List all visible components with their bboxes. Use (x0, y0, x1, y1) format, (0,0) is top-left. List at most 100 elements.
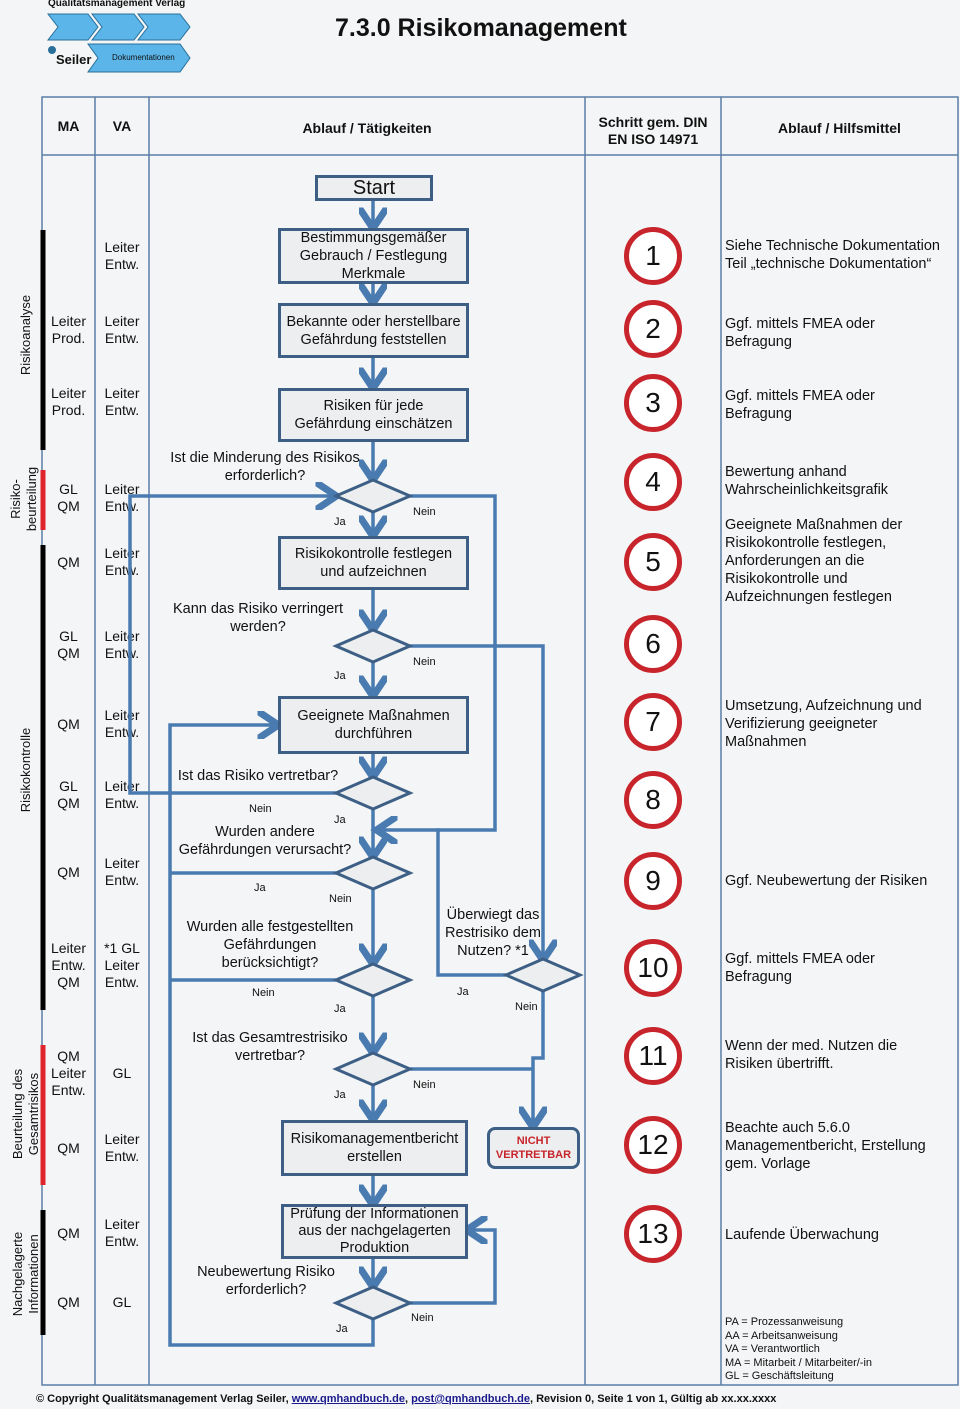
logo-brand: Seiler (56, 52, 92, 67)
yes-label: Ja (336, 1323, 348, 1335)
yes-label: Ja (334, 814, 346, 826)
decision-diamond (332, 855, 414, 891)
process-box: Bekannte oder herstellbare Gefährdung fe… (278, 303, 469, 358)
row-va: Leiter Entw. (104, 855, 140, 888)
no-label: Nein (413, 656, 436, 668)
hilfsmittel-text: Ggf. mittels FMEA oder Befragung (725, 951, 875, 985)
row-va: GL (112, 1064, 132, 1081)
step-circle: 2 (624, 300, 682, 358)
header-ma: MA (57, 118, 80, 134)
no-label: Nein (411, 1312, 434, 1324)
website-link[interactable]: www.qmhandbuch.de (291, 1393, 405, 1405)
row-va: Leiter Entw. (104, 1216, 140, 1249)
no-label: Nein (515, 1001, 538, 1013)
page-title: 7.3.0 Risikomanagement (335, 14, 627, 42)
decision-question: Neubewertung Risiko erforderlich? (197, 1264, 335, 1298)
legend-item: GL = Geschäftsleitung (725, 1370, 834, 1382)
row-ma: QM (57, 1139, 80, 1156)
process-box: Prüfung der Informationen aus der nachge… (281, 1204, 468, 1259)
decision-question: Kann das Risiko verringert werden? (172, 601, 344, 635)
row-ma: GL QM (57, 778, 80, 811)
process-box: Geeignete Maßnahmen durchführen (278, 696, 469, 754)
decision-diamond (332, 628, 414, 664)
yes-label: Ja (334, 1089, 346, 1101)
legend-item: AA = Arbeitsanweisung (725, 1329, 838, 1342)
header-hilfsmittel: Ablauf / Hilfsmittel (778, 120, 901, 136)
logo-section: Dokumentationen (112, 53, 175, 62)
header-ablauf: Ablauf / Tätigkeiten (302, 120, 432, 136)
row-ma: GL QM (57, 481, 80, 514)
hilfsmittel-text: Ggf. mittels FMEA oder Befragung (725, 388, 875, 422)
process-box: Risiken für jede Gefährdung einschätzen (278, 388, 469, 442)
decision-diamond (502, 957, 584, 993)
hilfsmittel-text: Umsetzung, Aufzeichnung und Verifizierun… (725, 698, 922, 750)
row-va: Leiter Entw. (104, 1131, 140, 1164)
decision-diamond (332, 478, 414, 514)
row-ma: Leiter Prod. (50, 313, 87, 346)
no-label: Nein (249, 803, 272, 815)
row-ma: QM (57, 863, 80, 880)
step-circle: 8 (624, 771, 682, 829)
decision-question: Ist die Minderung des Risikos erforderli… (170, 450, 360, 484)
row-ma: QM Leiter Entw. (50, 1047, 87, 1098)
step-circle: 7 (624, 693, 682, 751)
footer-revision: , Revision 0, Seite 1 von 1, Gültig ab x… (529, 1393, 777, 1405)
legend-item: VA = Verantwortlich (725, 1343, 820, 1355)
process-box: Risikomanagementbericht erstellen (281, 1120, 468, 1176)
hilfsmittel-text: Wenn der med. Nutzen die Risiken übertri… (725, 1038, 898, 1072)
step-circle: 12 (624, 1116, 682, 1174)
no-label: Nein (329, 893, 352, 905)
row-va: *1 GL Leiter Entw. (104, 939, 140, 990)
decision-diamond (332, 775, 414, 811)
yes-label: Ja (254, 882, 266, 894)
step-circle: 3 (624, 374, 682, 432)
decision-diamond (332, 1285, 414, 1321)
decision-question: Wurden andere Gefährdungen verursacht? (178, 824, 352, 858)
nicht-vertretbar-box: NICHT VERTRETBAR (487, 1127, 580, 1169)
no-label: Nein (252, 987, 275, 999)
header-schritt-line2: EN ISO 14971 (607, 131, 699, 147)
hilfsmittel-text: Siehe Technische Dokumentation Teil „tec… (725, 238, 940, 272)
header-schritt-line1: Schritt gem. DIN (598, 114, 708, 130)
step-circle: 1 (624, 227, 682, 285)
row-ma: QM (57, 1224, 80, 1241)
row-va: GL (112, 1293, 132, 1310)
decision-diamonds (332, 478, 584, 1321)
step-circle: 4 (624, 453, 682, 511)
row-ma: QM (57, 553, 80, 570)
decision-question: Überwiegt das Restrisiko dem Nutzen? *1 (445, 907, 541, 959)
row-ma: QM (57, 715, 80, 732)
yes-label: Ja (334, 670, 346, 682)
logo-arrows-icon (46, 13, 191, 73)
yes-label: Ja (334, 1003, 346, 1015)
step-circle: 10 (624, 939, 682, 997)
row-ma: QM (57, 1293, 80, 1310)
hilfsmittel-text: Geeignete Maßnahmen der Risikokontrolle … (725, 517, 903, 605)
email-link[interactable]: post@qmhandbuch.de (411, 1393, 530, 1405)
decision-question: Ist das Risiko vertretbar? (177, 768, 339, 784)
step-circle: 13 (624, 1205, 682, 1263)
logo-publisher: Qualitätsmanagement Verlag (48, 0, 186, 9)
hilfsmittel-text: Laufende Überwachung (725, 1227, 879, 1243)
process-box: Bestimmungsgemäßer Gebrauch / Festlegung… (278, 228, 469, 284)
decision-diamond (332, 1051, 414, 1087)
row-ma: GL QM (57, 628, 80, 661)
legend-item: MA = Mitarbeit / Mitarbeiter/-in (725, 1356, 873, 1369)
decision-question: Wurden alle festgestellten Gefährdungen … (186, 919, 354, 971)
decision-diamond (332, 962, 414, 998)
legend-item: PA = Prozessanweisung (725, 1316, 844, 1328)
footer-separator: , (404, 1393, 412, 1405)
row-va: Leiter Entw. (104, 313, 140, 346)
yes-label: Ja (334, 516, 346, 528)
footer: © Copyright Qualitätsmanagement Verlag S… (36, 1393, 776, 1405)
row-ma: Leiter Entw. QM (50, 939, 87, 990)
footer-copyright: © Copyright Qualitätsmanagement Verlag S… (36, 1393, 292, 1405)
hilfsmittel-text: Bewertung anhand Wahrscheinlichkeitsgraf… (725, 464, 889, 498)
hilfsmittel-text: Beachte auch 5.6.0 Managementbericht, Er… (725, 1120, 926, 1172)
hilfsmittel-text: Ggf. mittels FMEA oder Befragung (725, 316, 875, 350)
row-va: Leiter Entw. (104, 385, 140, 418)
step-circle: 9 (624, 852, 682, 910)
header-va: VA (112, 118, 132, 134)
